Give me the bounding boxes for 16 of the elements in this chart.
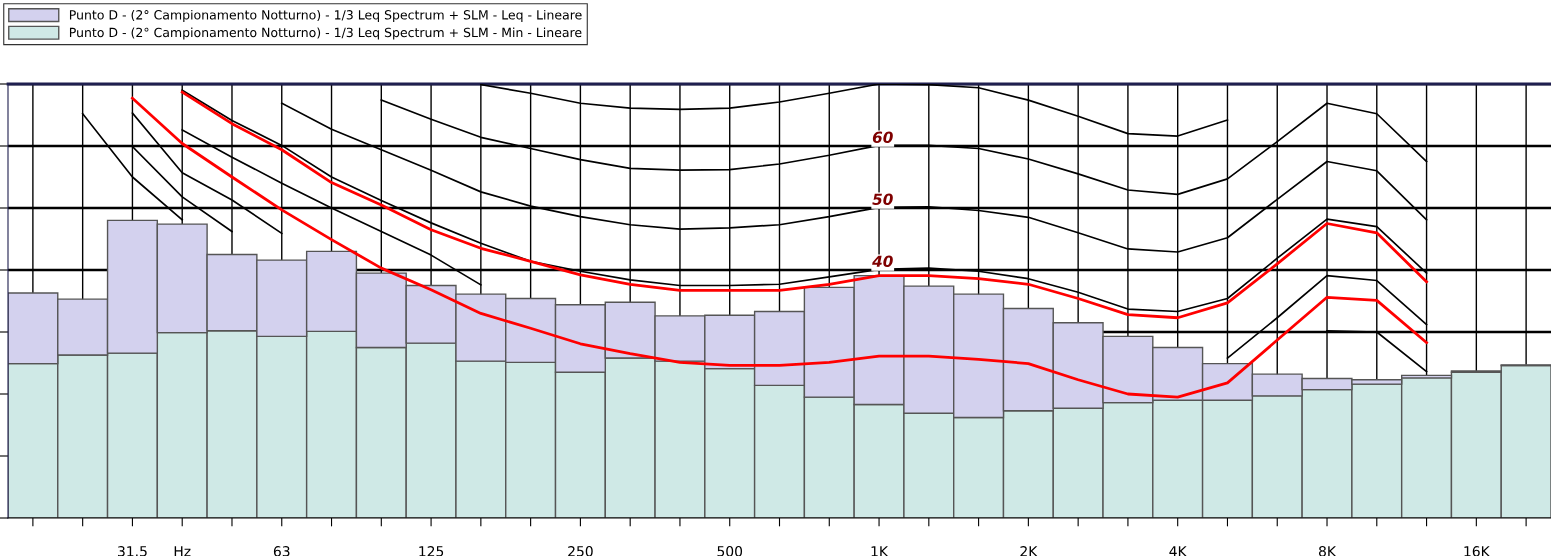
legend-label: Punto D - (2° Campionamento Notturno) - 1/3 Leq Spectrum + SLM - Leq - Lineare xyxy=(69,9,582,22)
legend-label: Punto D - (2° Campionamento Notturno) - 1/3 Leq Spectrum + SLM - Min - Lineare xyxy=(69,27,582,40)
x-tick-label: 125 xyxy=(419,546,444,556)
x-tick-label: 4K xyxy=(1169,546,1187,556)
x-tick-label: 16K xyxy=(1464,546,1491,556)
x-tick-label: 8K xyxy=(1318,546,1337,556)
x-tick-label: 63 xyxy=(273,546,290,556)
x-tick-label: 1K xyxy=(871,546,889,556)
y-tick-label: 40 xyxy=(872,255,893,268)
x-tick-label: Hz xyxy=(174,546,191,556)
x-tick-label: 250 xyxy=(568,546,593,556)
x-tick-label: 31.5 xyxy=(118,546,147,556)
y-tick-label: 60 xyxy=(872,131,893,144)
x-tick-label: 500 xyxy=(717,546,743,556)
y-tick-label: 50 xyxy=(872,193,893,206)
x-tick-label: 2K xyxy=(1020,546,1038,556)
